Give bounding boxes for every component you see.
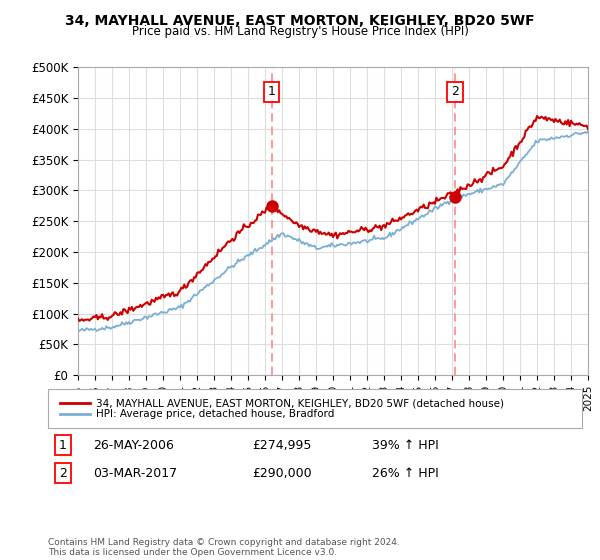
Text: Contains HM Land Registry data © Crown copyright and database right 2024.
This d: Contains HM Land Registry data © Crown c… xyxy=(48,538,400,557)
Text: 2: 2 xyxy=(451,85,459,99)
Text: 26% ↑ HPI: 26% ↑ HPI xyxy=(372,466,439,480)
Text: 34, MAYHALL AVENUE, EAST MORTON, KEIGHLEY, BD20 5WF (detached house): 34, MAYHALL AVENUE, EAST MORTON, KEIGHLE… xyxy=(96,398,504,408)
Text: HPI: Average price, detached house, Bradford: HPI: Average price, detached house, Brad… xyxy=(96,409,334,419)
Text: 34, MAYHALL AVENUE, EAST MORTON, KEIGHLEY, BD20 5WF: 34, MAYHALL AVENUE, EAST MORTON, KEIGHLE… xyxy=(65,14,535,28)
Text: 26-MAY-2006: 26-MAY-2006 xyxy=(93,438,174,452)
Text: 1: 1 xyxy=(268,85,276,99)
Text: Price paid vs. HM Land Registry's House Price Index (HPI): Price paid vs. HM Land Registry's House … xyxy=(131,25,469,38)
Text: 39% ↑ HPI: 39% ↑ HPI xyxy=(372,438,439,452)
Text: 03-MAR-2017: 03-MAR-2017 xyxy=(93,466,177,480)
Text: £290,000: £290,000 xyxy=(252,466,311,480)
Text: £274,995: £274,995 xyxy=(252,438,311,452)
Text: 2: 2 xyxy=(59,466,67,480)
Text: 1: 1 xyxy=(59,438,67,452)
